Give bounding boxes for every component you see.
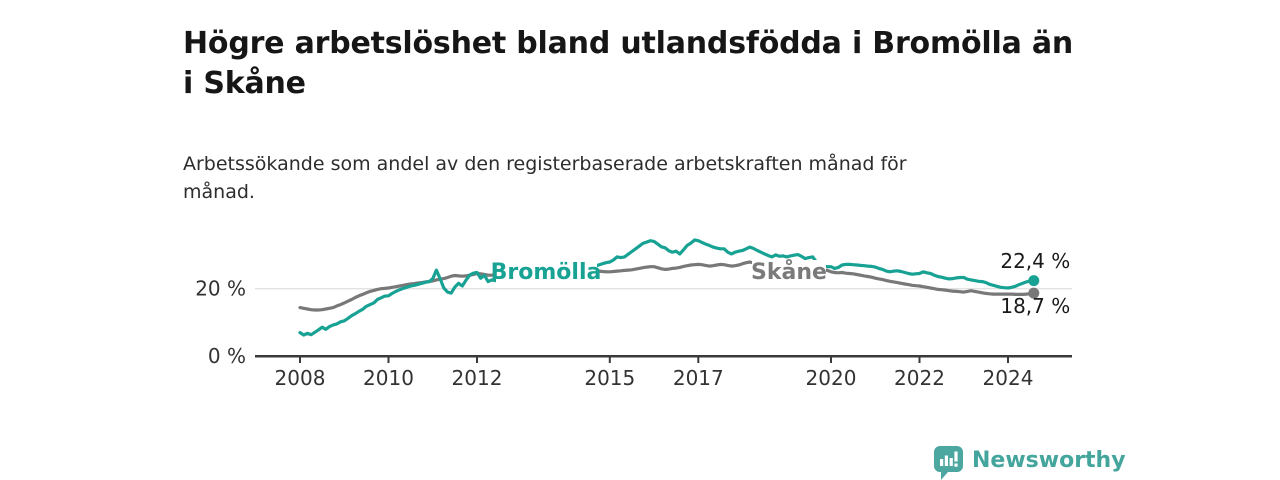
skane-series-label: Skåne: [751, 259, 827, 285]
skane-label-mask: [752, 260, 826, 286]
bromolla-end-dot: [1028, 275, 1040, 287]
newsworthy-logo-icon: [934, 446, 963, 480]
newsworthy-branding: Newsworthy: [934, 446, 1126, 480]
x-tick-label: 2022: [894, 366, 945, 390]
bromolla-series-label: Bromölla: [491, 260, 602, 285]
chart-subtitle: Arbetssökande som andel av den registerb…: [183, 153, 907, 203]
x-tick-label: 2017: [673, 366, 724, 390]
line-chart: 20 % 0 % 2008 2010 2012 2015 2017 2020 2022 202…: [180, 210, 1100, 400]
skane-end-value: 18,7 %: [1000, 294, 1070, 318]
brand-wordmark: Newsworthy: [972, 448, 1126, 473]
x-tick-label: 2015: [584, 366, 635, 390]
x-tick-label: 2012: [452, 366, 503, 390]
x-tick-label: 2020: [806, 366, 857, 390]
skane-end-dot: [1028, 287, 1040, 299]
x-tick-label: 2010: [363, 366, 414, 390]
chart-canvas: 20 % 0 % 2008 2010 2012 2015 2017 2020 2022 202…: [195, 238, 1072, 390]
bromolla-end-value: 22,4 %: [1000, 249, 1070, 273]
line-bromolla: [298, 238, 1036, 337]
x-tick-label: 2008: [275, 366, 326, 390]
page-title: Högre arbetslöshet bland utlandsfödda i …: [183, 26, 1074, 102]
bromolla-label-mask: [496, 255, 597, 286]
x-tick-label: 2024: [983, 366, 1034, 390]
y-axis-label-20: 20 %: [195, 277, 246, 301]
y-axis-label-0: 0 %: [208, 344, 246, 368]
x-axis-ticks: 2008 2010 2012 2015 2017 2020 2022 2024: [275, 356, 1034, 390]
